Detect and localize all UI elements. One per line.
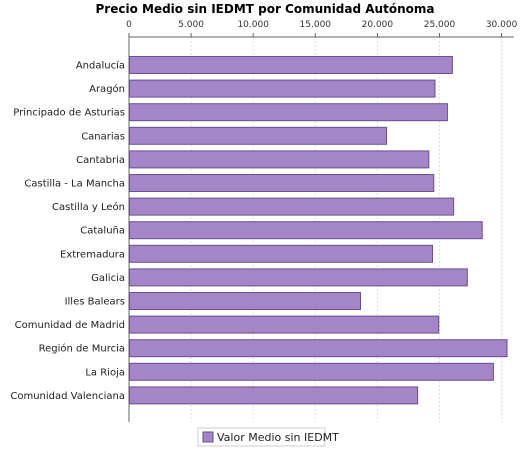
legend: Valor Medio sin IEDMT [197,427,339,447]
bar [129,292,361,310]
bar [129,362,494,381]
x-tick-label: 20.000 [362,20,394,30]
x-tick-label: 30.000 [486,20,518,30]
category-label: Cantabria [76,155,125,166]
category-label: La Rioja [85,367,125,378]
category-label: Castilla y León [52,201,125,213]
axes: 0 5.000 10.000 15.000 20.000 25.000 30.000 Anda… [10,20,518,422]
category-label: Castilla - La Mancha [24,179,125,190]
category-label: Comunidad Valenciana [10,391,125,402]
bar [129,79,436,98]
bar [129,150,430,169]
bar [129,386,419,405]
bar [129,126,388,145]
legend-box [197,427,326,447]
x-tick-label: 10.000 [237,20,269,30]
x-tick-label: 5.000 [178,20,204,30]
bar [129,221,483,240]
category-label: Principado de Asturias [13,108,125,119]
bar [129,103,448,122]
bar [129,339,508,358]
category-label: Aragón [89,83,125,95]
bars [129,56,508,405]
category-label: Illes Balears [65,297,125,308]
bar [129,197,455,216]
category-label: Cataluña [80,226,125,237]
bar [129,268,468,287]
category-label: Canarias [81,131,125,142]
category-label: Extremadura [60,249,125,260]
category-label: Andalucía [76,60,125,72]
x-tick-label: 25.000 [424,20,456,30]
category-label: Región de Murcia [39,343,125,355]
x-tick-label: 15.000 [300,20,332,30]
legend-swatch [202,431,214,443]
chart-title: Precio Medio sin IEDMT por Comunidad Aut… [96,2,435,16]
category-label: Comunidad de Madrid [15,320,125,331]
legend-label: Valor Medio sin IEDMT [217,431,339,444]
category-label: Galicia [91,273,125,284]
bar [129,56,453,74]
bar [129,244,434,263]
bar [129,315,440,334]
x-tick-label: 0 [126,20,132,30]
bar [129,174,435,192]
